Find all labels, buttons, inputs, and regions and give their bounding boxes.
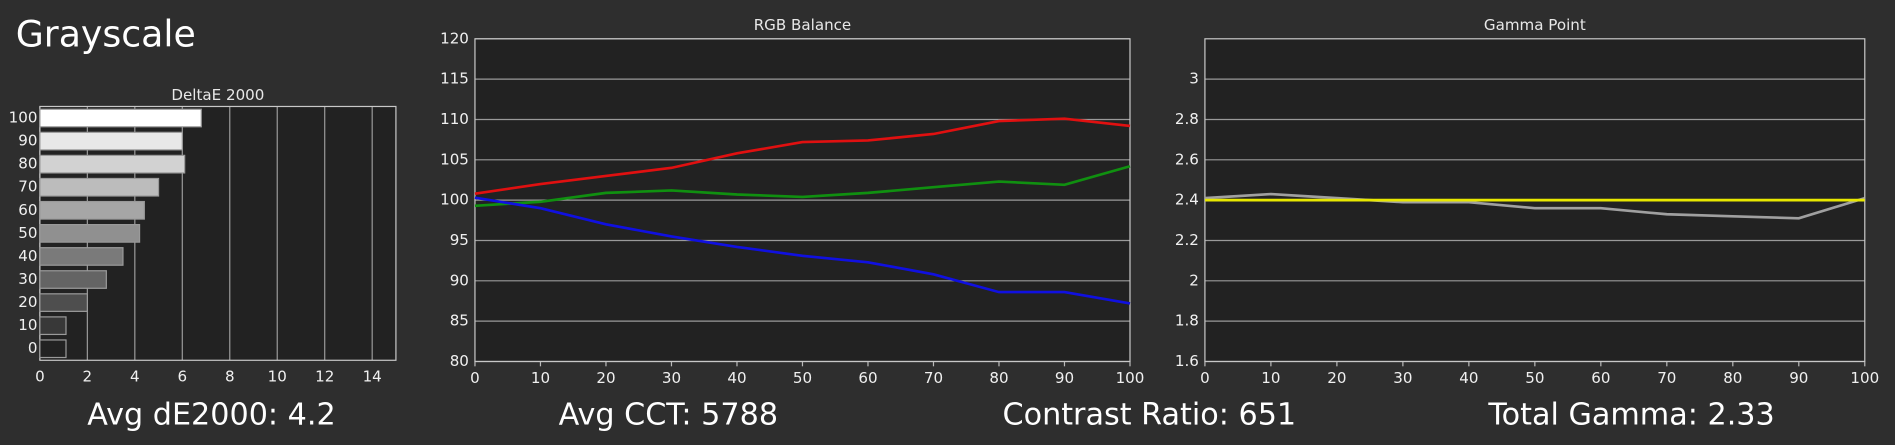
- chart-title: RGB Balance: [754, 16, 852, 34]
- x-tick-label: 80: [989, 369, 1008, 387]
- chart-title: DeltaE 2000: [171, 86, 264, 104]
- x-tick-label: 20: [596, 369, 615, 387]
- y-tick-label: 60: [18, 201, 37, 219]
- y-tick-label: 0: [28, 339, 38, 357]
- y-tick-label: 80: [18, 155, 37, 173]
- x-tick-label: 10: [268, 368, 287, 386]
- bar: [39, 270, 107, 289]
- y-tick-label: 2.4: [1175, 191, 1199, 209]
- y-tick-label: 90: [450, 271, 469, 289]
- y-tick-label: 100: [440, 191, 469, 209]
- x-tick-label: 70: [1657, 369, 1676, 387]
- y-tick-label: 85: [450, 312, 469, 330]
- bar: [39, 131, 183, 151]
- x-tick-label: 100: [1850, 369, 1879, 387]
- y-tick-label: 95: [450, 231, 469, 249]
- x-tick-label: 60: [1591, 369, 1610, 387]
- x-tick-label: 30: [662, 369, 681, 387]
- stat: Avg dE2000: 4.2: [87, 397, 335, 432]
- y-tick-label: 2.8: [1175, 110, 1199, 128]
- x-tick-label: 4: [130, 368, 140, 386]
- x-tick-label: 90: [1055, 369, 1074, 387]
- y-tick-label: 1.6: [1175, 352, 1199, 370]
- x-tick-label: 40: [1459, 369, 1478, 387]
- x-tick-label: 6: [177, 368, 187, 386]
- x-tick-label: 90: [1789, 369, 1808, 387]
- x-tick-label: 40: [727, 369, 746, 387]
- y-tick-label: 115: [440, 70, 469, 88]
- y-tick-label: 10: [18, 316, 37, 334]
- y-tick-label: 30: [18, 270, 37, 288]
- bar: [39, 224, 141, 243]
- series-line: [1204, 192, 1866, 220]
- bar: [39, 154, 186, 174]
- y-tick-label: 50: [18, 224, 37, 242]
- stat: Total Gamma: 2.33: [1487, 397, 1774, 432]
- x-tick-label: 10: [531, 369, 550, 387]
- x-tick-label: 80: [1723, 369, 1742, 387]
- series-line: [474, 196, 1131, 305]
- y-tick-label: 110: [440, 110, 469, 128]
- bar: [39, 339, 67, 359]
- x-tick-label: 12: [315, 368, 334, 386]
- x-tick-label: 0: [1200, 369, 1210, 387]
- y-tick-label: 1.8: [1175, 312, 1199, 330]
- x-tick-label: 10: [1261, 369, 1280, 387]
- y-tick-label: 100: [9, 109, 38, 127]
- bar: [39, 293, 88, 312]
- stat: Contrast Ratio: 651: [1003, 397, 1297, 432]
- y-tick-label: 2.2: [1175, 231, 1199, 249]
- y-tick-label: 70: [18, 178, 37, 196]
- chart-title: Gamma Point: [1484, 16, 1586, 34]
- x-tick-label: 14: [363, 368, 382, 386]
- x-tick-label: 60: [858, 369, 877, 387]
- y-tick-label: 40: [18, 247, 37, 265]
- bar: [39, 200, 145, 220]
- y-tick-label: 105: [440, 150, 469, 168]
- x-tick-label: 70: [924, 369, 943, 387]
- x-tick-label: 0: [35, 368, 45, 386]
- y-tick-label: 20: [18, 293, 37, 311]
- x-tick-label: 100: [1116, 369, 1145, 387]
- y-tick-label: 120: [440, 29, 469, 47]
- y-tick-label: 80: [450, 352, 469, 370]
- series-line: [474, 164, 1131, 208]
- x-tick-label: 8: [225, 368, 235, 386]
- page-title: Grayscale: [16, 12, 196, 55]
- x-tick-label: 0: [470, 369, 480, 387]
- plot-frame: [474, 38, 1131, 363]
- y-tick-label: 90: [18, 132, 37, 150]
- x-tick-label: 30: [1393, 369, 1412, 387]
- bar: [39, 247, 124, 266]
- bar: [39, 316, 67, 336]
- y-tick-label: 2.6: [1175, 150, 1199, 168]
- bar: [39, 177, 160, 197]
- series-line: [474, 117, 1131, 196]
- bar: [39, 108, 202, 128]
- stat: Avg CCT: 5788: [559, 397, 779, 432]
- x-tick-label: 2: [83, 368, 93, 386]
- y-tick-label: 2: [1189, 271, 1199, 289]
- y-tick-label: 3: [1189, 70, 1199, 88]
- x-tick-label: 50: [793, 369, 812, 387]
- x-tick-label: 50: [1525, 369, 1544, 387]
- x-tick-label: 20: [1327, 369, 1346, 387]
